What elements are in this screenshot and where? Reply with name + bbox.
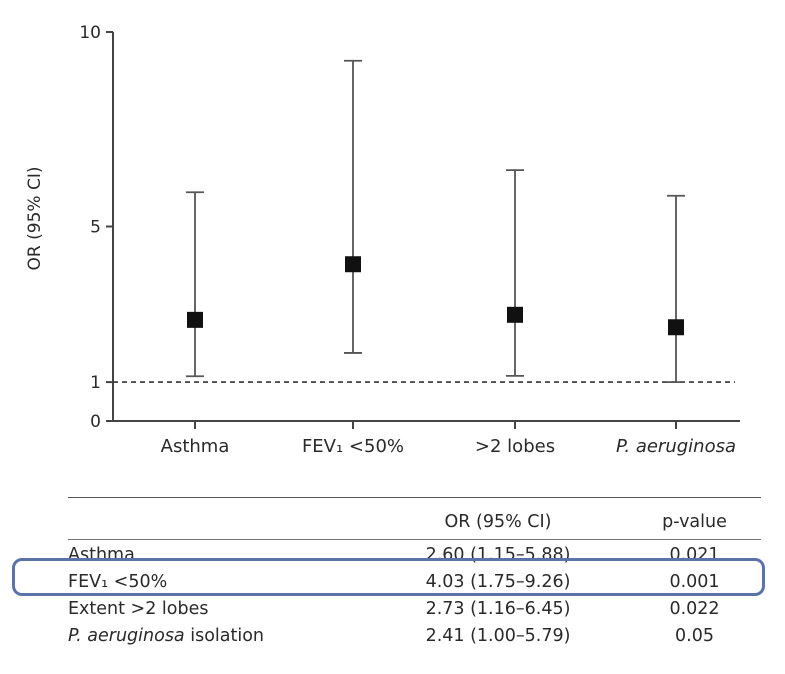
or-marker [187,311,203,328]
or-marker [668,319,684,336]
row-label: Extent >2 lobes [68,599,209,619]
header-p-value: p-value [662,512,727,532]
row-or: 2.41 (1.00–5.79) [425,626,571,646]
x-tick-label: FEV₁ <50% [302,436,404,457]
y-tick-label: 5 [90,218,101,238]
row-p-value: 0.001 [669,572,720,592]
table-top-rule [68,497,761,498]
row-label-italic: P. aeruginosa [68,626,185,646]
table-row: Extent >2 lobes 2.73 (1.16–6.45) 0.022 [68,596,761,623]
or-marker [507,306,523,323]
row-label: P. aeruginosa isolation [68,623,264,650]
table-row: P. aeruginosa isolation 2.41 (1.00–5.79)… [68,623,761,650]
x-tick-label: >2 lobes [475,436,555,457]
row-label: FEV₁ <50% [68,572,168,592]
x-tick-label: P. aeruginosa [616,436,736,457]
y-tick-label: 1 [90,373,101,393]
table-header-row: OR (95% CI) p-value [68,509,761,536]
or-marker [345,256,361,273]
table-header-rule [68,539,761,540]
forest-plot: 0 1 5 10 OR (95% CI) Asthma FEV₁ <50% >2 lobes P… [25,23,740,457]
header-or: OR (95% CI) [444,512,552,532]
row-or: 2.73 (1.16–6.45) [425,599,571,619]
row-p-value: 0.05 [675,626,714,646]
highlight-box [12,558,765,596]
table-row: FEV₁ <50% 4.03 (1.75–9.26) 0.001 [68,569,761,596]
y-axis-label: OR (95% CI) [25,167,45,271]
row-p-value: 0.022 [669,599,720,619]
row-or: 4.03 (1.75–9.26) [425,572,571,592]
y-tick-label: 10 [79,23,101,43]
x-tick-label: Asthma [161,436,230,457]
row-label-rest: isolation [184,626,265,646]
y-tick-label: 0 [90,412,101,432]
